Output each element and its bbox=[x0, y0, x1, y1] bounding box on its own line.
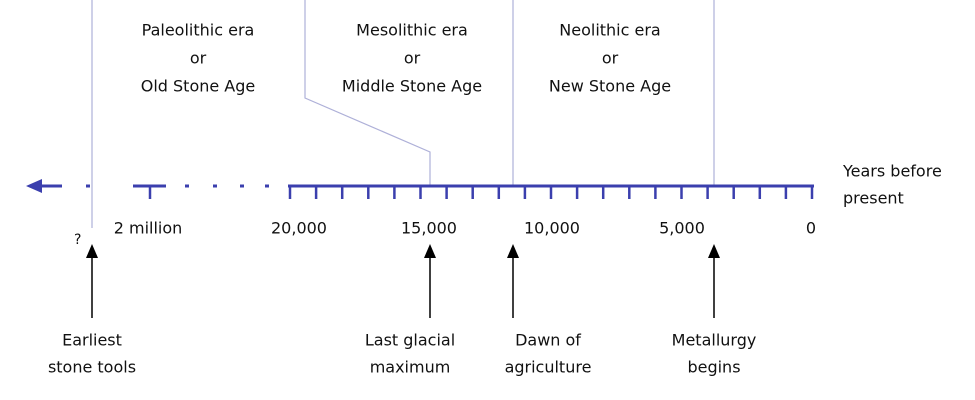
event-labels: Earliest stone tools Last glacial maximu… bbox=[48, 331, 756, 377]
arrowhead bbox=[424, 244, 436, 258]
arrowhead bbox=[708, 244, 720, 258]
era-connector: or bbox=[190, 49, 207, 68]
era-alt: New Stone Age bbox=[549, 77, 671, 96]
era-connector: or bbox=[602, 49, 619, 68]
era-name: Mesolithic era bbox=[356, 21, 468, 40]
axis-title: Years before bbox=[842, 162, 942, 181]
axis-title: present bbox=[843, 189, 904, 208]
axis-extension bbox=[26, 179, 269, 199]
era-alt: Old Stone Age bbox=[141, 77, 256, 96]
event-label: agriculture bbox=[505, 358, 592, 377]
event-label: maximum bbox=[370, 358, 451, 377]
unknown-mark: ? bbox=[74, 232, 81, 248]
era-connector: or bbox=[404, 49, 421, 68]
era-labels: Paleolithic era or Old Stone Age Mesolit… bbox=[141, 21, 671, 96]
event-label: Metallurgy bbox=[672, 331, 757, 350]
event-label: stone tools bbox=[48, 358, 136, 377]
arrowhead bbox=[507, 244, 519, 258]
tick-label: 10,000 bbox=[524, 219, 580, 238]
era-name: Paleolithic era bbox=[142, 21, 255, 40]
event-label: Earliest bbox=[62, 331, 122, 350]
era-alt: Middle Stone Age bbox=[342, 77, 482, 96]
tick-label: 2 million bbox=[114, 219, 183, 238]
axis-arrowhead bbox=[26, 179, 42, 193]
tick-label: 5,000 bbox=[659, 219, 705, 238]
tick-label: 20,000 bbox=[271, 219, 327, 238]
divider-line bbox=[304, 0, 431, 186]
event-label: Dawn of bbox=[515, 331, 581, 350]
era-name: Neolithic era bbox=[559, 21, 660, 40]
tick-label: 0 bbox=[806, 219, 816, 238]
axis-ticks bbox=[288, 186, 814, 199]
event-label: Last glacial bbox=[365, 331, 455, 350]
event-label: begins bbox=[687, 358, 740, 377]
arrowhead bbox=[86, 244, 98, 258]
tick-label: 15,000 bbox=[401, 219, 457, 238]
event-arrows bbox=[86, 244, 720, 318]
